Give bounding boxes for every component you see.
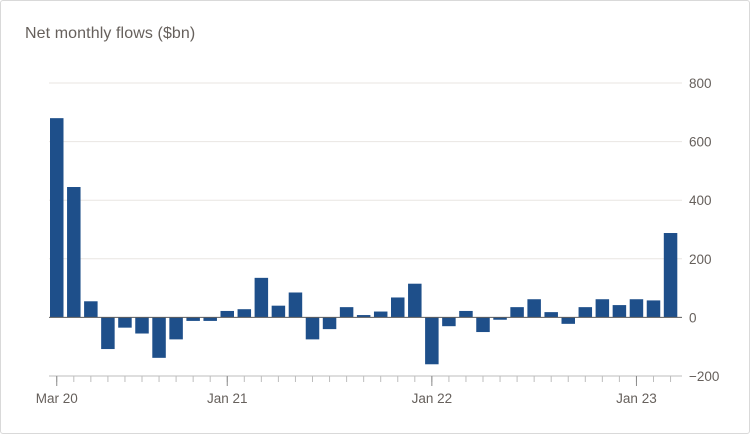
bar <box>322 317 337 330</box>
bar <box>152 317 166 358</box>
x-tick-label: Jan 21 <box>207 391 248 406</box>
bar <box>220 310 234 318</box>
bar <box>646 300 661 318</box>
bar <box>288 292 303 318</box>
bar <box>84 301 98 318</box>
bar <box>356 315 371 318</box>
bar <box>561 317 575 324</box>
bar <box>408 283 422 318</box>
bar <box>459 310 473 318</box>
bar <box>612 305 627 318</box>
bar <box>629 299 644 318</box>
bar <box>271 305 286 318</box>
y-tick-label: 400 <box>689 193 712 208</box>
bar <box>339 307 354 318</box>
bar <box>425 317 439 365</box>
bar <box>118 317 132 328</box>
bar <box>391 297 405 318</box>
y-tick-label: −200 <box>689 369 719 384</box>
y-tick-label: 600 <box>689 135 712 150</box>
bar <box>527 299 541 318</box>
bar <box>595 299 610 318</box>
bar <box>510 307 524 318</box>
y-tick-label: 800 <box>689 76 712 91</box>
x-tick-label: Jan 22 <box>412 391 453 406</box>
bar <box>442 317 456 327</box>
bar <box>203 317 217 321</box>
x-tick-label: Mar 20 <box>36 391 78 406</box>
bar <box>237 309 252 318</box>
bar <box>67 187 81 318</box>
bar <box>101 317 115 350</box>
bar <box>254 277 269 318</box>
y-tick-label: 200 <box>689 252 712 267</box>
bar <box>305 317 320 340</box>
chart-title: Net monthly flows ($bn) <box>25 25 196 42</box>
bar <box>50 118 64 318</box>
bar <box>135 317 149 334</box>
bar <box>476 317 490 333</box>
bar <box>373 311 388 318</box>
bar <box>663 233 678 318</box>
x-tick-label: Jan 23 <box>616 391 657 406</box>
bar <box>493 317 507 320</box>
bar <box>169 317 183 340</box>
bar <box>578 307 593 318</box>
bar <box>186 317 200 321</box>
y-tick-label: 0 <box>689 310 697 325</box>
bar <box>544 312 558 318</box>
